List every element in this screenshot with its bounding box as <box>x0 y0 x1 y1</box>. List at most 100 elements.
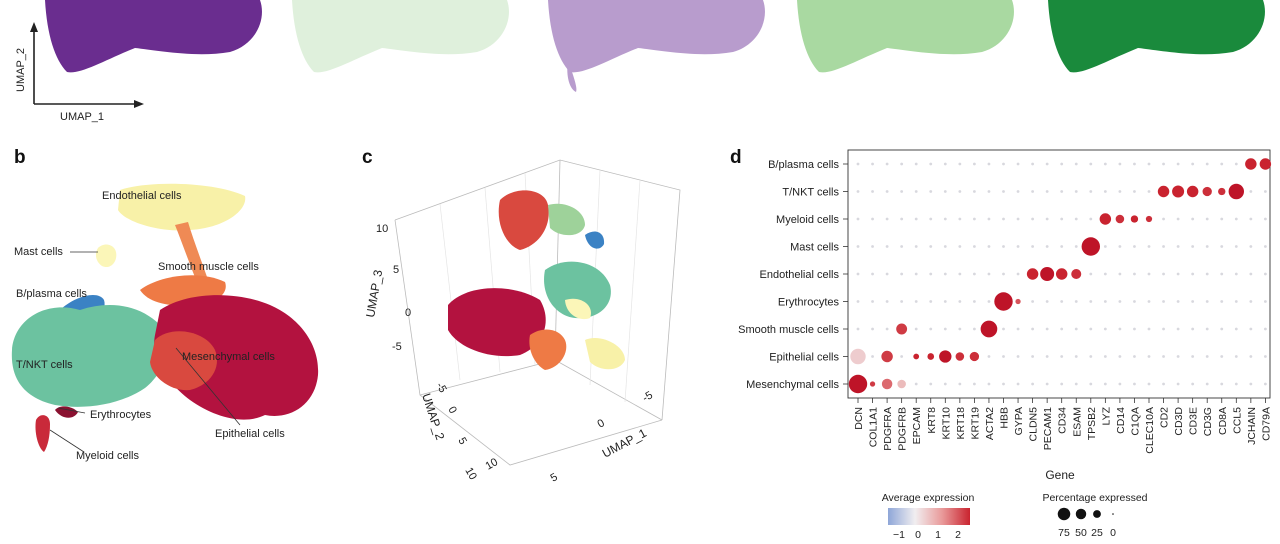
dot-mark <box>1147 355 1151 358</box>
dot-mark <box>1089 162 1093 166</box>
label-smooth-muscle: Smooth muscle cells <box>158 261 259 273</box>
dot-mark <box>1145 215 1153 223</box>
dot-mark <box>1099 213 1112 225</box>
dot-mark <box>1026 268 1039 280</box>
dot-mark <box>958 272 962 276</box>
dot-mark <box>1031 217 1034 221</box>
dot-mark <box>1147 162 1151 166</box>
gene-label: ESAM <box>1071 407 1083 437</box>
panel-c-letter: c <box>362 147 373 168</box>
z-tick-label: 5 <box>393 264 399 276</box>
dot-mark <box>1147 327 1151 331</box>
gene-label: CD3E <box>1188 407 1200 435</box>
dot-mark <box>1031 245 1034 248</box>
dot-mark <box>1016 162 1020 166</box>
dot-mark <box>973 162 976 166</box>
size-legend-tick: 50 <box>1075 527 1087 539</box>
dot-mark <box>958 300 962 303</box>
dot-mark <box>958 382 962 386</box>
3d-cluster-crimson <box>448 288 546 357</box>
dot-mark <box>1162 355 1165 358</box>
gene-label: CD8A <box>1217 407 1229 435</box>
dot-mark <box>987 272 991 276</box>
color-legend-bar <box>888 508 970 525</box>
umap-y-axis-label: UMAP_2 <box>15 48 27 92</box>
dot-mark <box>973 217 976 221</box>
dot-mark <box>1045 327 1049 331</box>
gene-label: CLDN5 <box>1028 407 1040 442</box>
dot-mark <box>1103 300 1107 303</box>
dot-mark <box>1249 355 1253 358</box>
dot-mark <box>1264 382 1267 386</box>
dot-mark <box>1176 217 1180 221</box>
dot-mark <box>1245 158 1257 170</box>
axis-label-umap3: UMAP_3 <box>363 268 385 318</box>
dot-mark <box>1264 217 1267 221</box>
dot-mark <box>994 292 1013 311</box>
dot-mark <box>914 245 918 248</box>
dot-mark <box>987 190 991 193</box>
dot-mark <box>856 327 860 331</box>
dot-mark <box>943 327 947 331</box>
dot-mark <box>1002 245 1005 248</box>
dot-mark <box>1045 190 1049 193</box>
dot-mark <box>885 162 889 166</box>
color-legend-tick: −1 <box>893 529 905 541</box>
gene-label: GYPA <box>1013 407 1025 435</box>
umap-blob <box>292 0 509 73</box>
3d-cluster-teal <box>544 261 611 319</box>
dot-mark <box>1133 382 1136 386</box>
dot-mark <box>1234 245 1238 248</box>
dot-mark <box>1176 300 1180 303</box>
size-legend-dot <box>1093 510 1101 518</box>
dot-mark <box>897 379 906 389</box>
dot-mark <box>973 327 976 331</box>
dot-mark <box>1045 162 1049 166</box>
dot-mark <box>1264 245 1267 248</box>
label-myeloid: Myeloid cells <box>76 450 139 462</box>
dot-mark <box>1002 382 1005 386</box>
dot-mark <box>1074 300 1078 303</box>
dot-mark <box>958 245 962 248</box>
row-label: Myeloid cells <box>776 214 839 226</box>
dot-mark <box>914 190 918 193</box>
dot-mark <box>1016 382 1020 386</box>
gene-label: CD2 <box>1159 407 1171 428</box>
dot-mark <box>1016 327 1020 331</box>
dot-mark <box>1015 298 1021 305</box>
gene-label: CLEC10A <box>1144 407 1156 454</box>
dot-mark <box>1147 245 1151 248</box>
dot-mark <box>1016 217 1020 221</box>
dot-mark <box>1074 355 1078 358</box>
dot-mark <box>1002 355 1005 358</box>
dot-mark <box>1060 327 1064 331</box>
dot-mark <box>1249 382 1253 386</box>
label-b-plasma: B/plasma cells <box>16 288 87 300</box>
dot-mark <box>1045 217 1049 221</box>
umap-blob-row <box>45 0 1265 92</box>
dot-mark <box>1220 272 1224 276</box>
dot-mark <box>1157 185 1170 198</box>
umap-axis-indicator: UMAP_2 UMAP_1 <box>15 22 144 123</box>
dot-mark <box>871 162 874 166</box>
dot-mark <box>1234 327 1238 331</box>
dot-mark <box>1060 217 1064 221</box>
dot-mark <box>914 272 918 276</box>
dot-mark <box>1118 382 1122 386</box>
gene-label: JCHAIN <box>1246 407 1258 445</box>
panel-b-letter: b <box>14 147 26 168</box>
3d-cluster-red <box>498 190 549 250</box>
gene-label: CD34 <box>1057 407 1069 434</box>
dot-mark <box>914 382 918 386</box>
y-tick-label: 0 <box>445 405 458 416</box>
z-tick-label: -5 <box>392 341 402 353</box>
dot-mark <box>1191 162 1195 166</box>
dot-mark <box>987 355 991 358</box>
dot-mark <box>1031 162 1034 166</box>
dot-mark <box>871 217 874 221</box>
dot-mark <box>1002 162 1005 166</box>
dot-mark <box>1089 355 1093 358</box>
dot-mark <box>1191 355 1195 358</box>
dot-mark <box>1162 245 1165 248</box>
dot-mark <box>856 245 860 248</box>
